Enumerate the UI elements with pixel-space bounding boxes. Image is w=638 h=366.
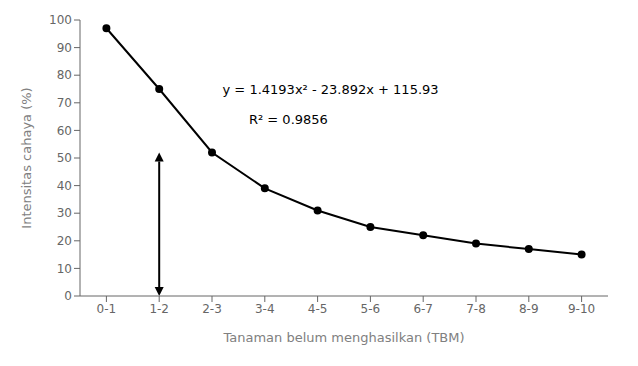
svg-text:5-6: 5-6 — [361, 302, 381, 316]
svg-text:20: 20 — [57, 234, 72, 248]
svg-text:Intensitas cahaya (%): Intensitas cahaya (%) — [19, 87, 34, 228]
svg-text:4-5: 4-5 — [308, 302, 328, 316]
svg-text:60: 60 — [57, 124, 72, 138]
svg-text:10: 10 — [57, 262, 72, 276]
svg-text:40: 40 — [57, 179, 72, 193]
svg-text:70: 70 — [57, 96, 72, 110]
svg-text:30: 30 — [57, 206, 72, 220]
svg-text:9-10: 9-10 — [568, 302, 595, 316]
svg-text:3-4: 3-4 — [255, 302, 275, 316]
svg-text:1-2: 1-2 — [149, 302, 169, 316]
svg-text:7-8: 7-8 — [466, 302, 486, 316]
svg-text:6-7: 6-7 — [413, 302, 433, 316]
svg-text:Tanaman belum menghasilkan (TB: Tanaman belum menghasilkan (TBM) — [222, 330, 464, 345]
svg-text:8-9: 8-9 — [519, 302, 539, 316]
svg-text:90: 90 — [57, 41, 72, 55]
svg-text:50: 50 — [57, 151, 72, 165]
svg-text:0: 0 — [64, 289, 72, 303]
svg-text:y = 1.4193x² - 23.892x + 115.9: y = 1.4193x² - 23.892x + 115.93 — [223, 82, 439, 97]
svg-text:R² = 0.9856: R² = 0.9856 — [249, 112, 328, 127]
svg-text:80: 80 — [57, 68, 72, 82]
svg-text:100: 100 — [49, 13, 72, 27]
svg-text:2-3: 2-3 — [202, 302, 222, 316]
svg-text:0-1: 0-1 — [97, 302, 117, 316]
